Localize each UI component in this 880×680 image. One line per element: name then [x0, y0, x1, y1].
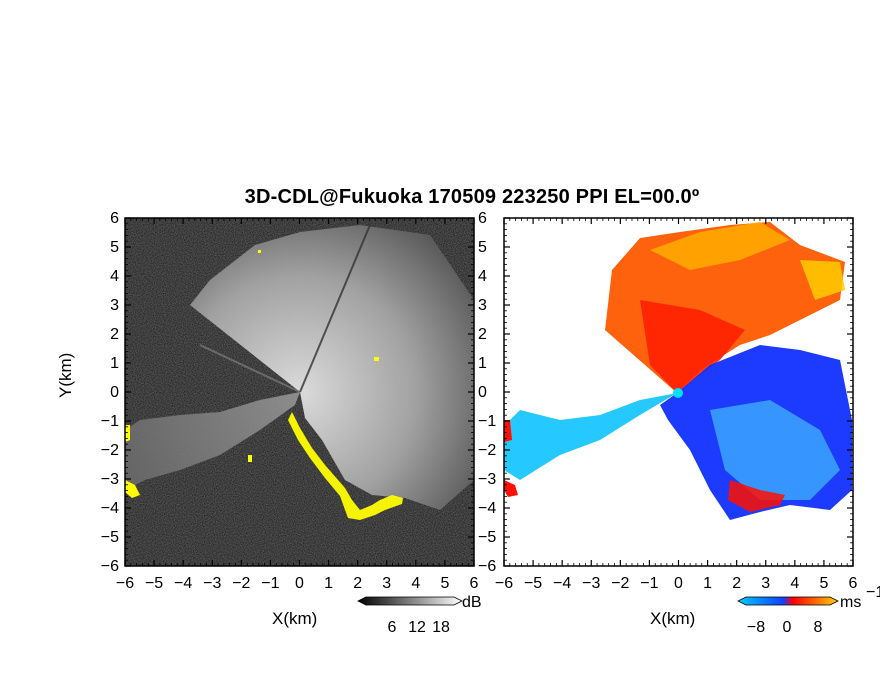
flagged-pixels-west-low: [125, 480, 140, 498]
flagged-pixel: [248, 455, 252, 462]
flagged-pixels-west: [125, 425, 130, 442]
y-tick-label-right: −3: [478, 471, 496, 488]
flagged-pixel: [258, 250, 261, 253]
x-tick-label: −6: [116, 575, 134, 592]
y-tick-label-right: 4: [478, 268, 487, 285]
x-tick-label: −3: [582, 575, 600, 592]
y-tick-label-right: 3: [478, 297, 487, 314]
y-tick-label: 2: [110, 326, 119, 343]
x-tick-label: −6: [495, 575, 513, 592]
y-tick-label-right: 6: [478, 210, 487, 227]
x-tick-label: 5: [440, 575, 449, 592]
colorbar-tick: 6: [388, 619, 397, 636]
velocity-west-red: [504, 420, 512, 442]
colorbar-tick: 8: [814, 619, 823, 636]
radar-location-marker: [673, 388, 683, 398]
velocity-strong-receding: [650, 222, 790, 270]
reflectivity-west-band: [125, 392, 300, 490]
y-tick-label: 0: [110, 384, 119, 401]
y-tick-label: 6: [110, 210, 119, 227]
colorbar-tick: 18: [432, 619, 450, 636]
y-tick-label-right: 0: [478, 384, 487, 401]
flagged-pixel: [374, 357, 379, 361]
reflectivity-echo-wedge: [190, 225, 474, 510]
chart-title: 3D-CDL@Fukuoka 170509 223250 PPI EL=00.0…: [244, 186, 700, 208]
x-tick-label: 4: [790, 575, 799, 592]
colorbar-unit: dB: [462, 594, 482, 611]
x-tick-label: 5: [819, 575, 828, 592]
y-tick-label-right: −4: [478, 500, 496, 517]
y-tick-label-right: 2: [478, 326, 487, 343]
x-tick-label: −3: [203, 575, 221, 592]
y-tick-label: −6: [101, 558, 119, 575]
reflectivity-plot-area: [125, 218, 474, 566]
colorbar-tick: 0: [783, 619, 792, 636]
velocity-folded-red: [728, 480, 785, 512]
radial-streak: [199, 344, 301, 393]
y-tick-label-right: −5: [478, 529, 496, 546]
x-tick-label: −5: [145, 575, 163, 592]
y-tick-label: −1: [101, 413, 119, 430]
y-tick-label: 4: [110, 268, 119, 285]
y-tick-label-right: −6: [478, 558, 496, 575]
y-tick-label: 5: [110, 239, 119, 256]
y-tick-label: −2: [101, 442, 119, 459]
x-tick-label: 4: [411, 575, 420, 592]
x-tick-label: 1: [703, 575, 712, 592]
x-tick-label: −1: [640, 575, 658, 592]
y-axis-title: Y(km): [56, 352, 75, 398]
reflectivity-colorbar: dB 6 12 18: [357, 594, 482, 636]
velocity-west-red-low: [504, 480, 518, 497]
colorbar-tick: −8: [747, 619, 765, 636]
x-axis-title-right: X(km): [650, 609, 696, 628]
y-tick-label: −4: [101, 500, 119, 517]
x-tick-label: 0: [295, 575, 304, 592]
velocity-west-band: [504, 393, 677, 480]
y-tick-label: −3: [101, 471, 119, 488]
x-tick-label: −1: [261, 575, 279, 592]
x-tick-label: 3: [382, 575, 391, 592]
y-tick-label-right: 1: [478, 355, 487, 372]
velocity-colorbar: ms −1 −8 0 8: [737, 584, 880, 636]
colorbar-unit-exponent: −1: [866, 584, 880, 601]
colorbar-unit: ms: [840, 594, 861, 611]
axes-layer: −66 6−55 5−44 4−33 3−22 2−11 100 01−1 −12−2 −23−3…: [101, 210, 858, 592]
colorbar-tick: 12: [408, 619, 426, 636]
x-tick-label: −4: [553, 575, 571, 592]
x-tick-label: −2: [611, 575, 629, 592]
x-tick-label: −5: [524, 575, 542, 592]
x-tick-label: 1: [324, 575, 333, 592]
x-tick-label: 2: [353, 575, 362, 592]
y-tick-label-right: −1: [478, 413, 496, 430]
x-tick-label: 6: [470, 575, 479, 592]
x-axis-title-left: X(km): [272, 609, 318, 628]
velocity-plot-area: [504, 218, 853, 566]
y-tick-label-right: 5: [478, 239, 487, 256]
x-tick-label: −4: [174, 575, 192, 592]
radial-streak: [299, 224, 371, 393]
velocity-strong-receding-ne: [800, 260, 845, 300]
y-tick-label: 1: [110, 355, 119, 372]
velocity-red-core: [640, 300, 745, 393]
x-tick-label: 6: [849, 575, 858, 592]
x-tick-label: 2: [732, 575, 741, 592]
flagged-pixels-edge: [288, 412, 403, 520]
x-tick-label: −2: [232, 575, 250, 592]
y-tick-label-right: −2: [478, 442, 496, 459]
velocity-strong-approaching: [710, 400, 840, 500]
x-tick-label: 0: [674, 575, 683, 592]
y-tick-label: 3: [110, 297, 119, 314]
y-tick-label: −5: [101, 529, 119, 546]
x-tick-label: 3: [761, 575, 770, 592]
